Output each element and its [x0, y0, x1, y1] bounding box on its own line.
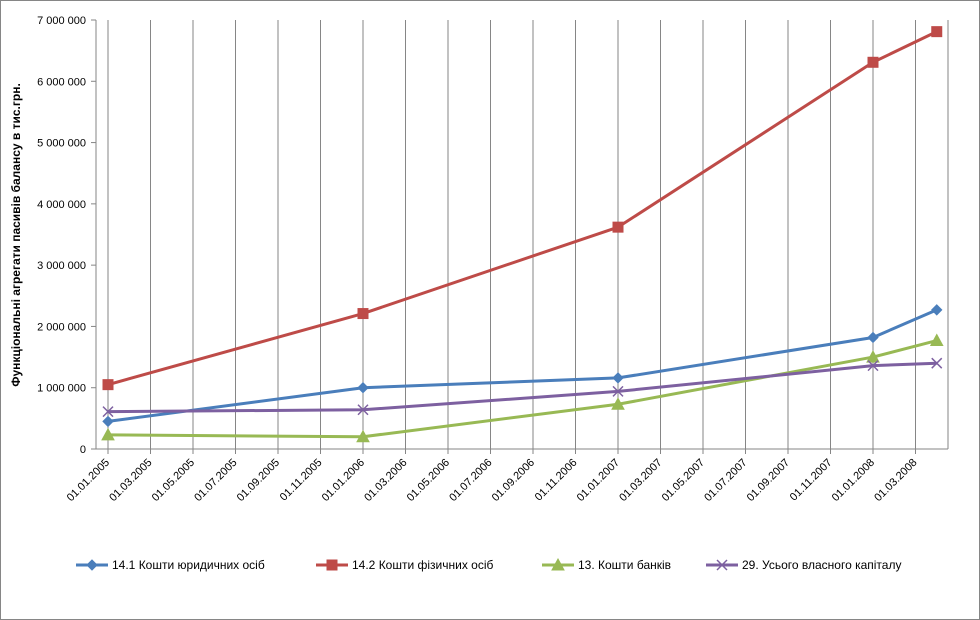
x-tick-label: 01.05.2005: [150, 457, 197, 504]
data-point-triangle: [866, 350, 880, 363]
legend-item: 13. Кошти банків: [542, 557, 671, 572]
y-tick-label: 1 000 000: [37, 383, 86, 395]
data-point-diamond: [867, 331, 879, 344]
series-markers: [101, 26, 944, 443]
data-point-x: [867, 360, 879, 372]
data-point-triangle: [356, 429, 370, 443]
x-tick-label: 01.03.2007: [617, 457, 664, 504]
legend-item: 14.2 Кошти фізичних осіб: [316, 558, 494, 572]
data-point-square: [357, 308, 369, 320]
x-tick-label: 01.01.2006: [320, 457, 367, 504]
data-point-triangle: [611, 397, 625, 410]
legend-item: 29. Усього власного капіталу: [706, 558, 901, 572]
data-point-diamond: [86, 559, 98, 571]
data-point-x: [612, 385, 624, 397]
data-point-square: [326, 559, 338, 571]
x-stroke: [931, 357, 943, 369]
x-tick-label: 01.01.2008: [830, 457, 877, 504]
x-tick-label: 01.01.2005: [65, 457, 112, 504]
legend-label: 13. Кошти банків: [578, 558, 671, 572]
axes: [91, 19, 948, 454]
data-point-square: [102, 379, 114, 391]
y-tick-label: 3 000 000: [37, 260, 86, 272]
x-tick-label: 01.05.2006: [405, 457, 452, 504]
x-tick-label: 01.11.2006: [533, 457, 580, 504]
x-stroke: [867, 360, 879, 372]
data-point-diamond: [102, 415, 114, 428]
x-tick-label: 01.11.2007: [788, 457, 835, 504]
x-tick-labels: 01.01.200501.03.200501.05.200501.07.2005…: [65, 457, 920, 504]
y-tick-label: 6 000 000: [37, 76, 86, 88]
x-tick-label: 01.03.2006: [362, 457, 409, 504]
series-lines: [107, 30, 938, 439]
data-point-square: [931, 26, 943, 38]
x-tick-label: 01.09.2006: [490, 457, 537, 504]
x-tick-label: 01.07.2007: [702, 457, 749, 504]
data-point-x: [931, 357, 943, 369]
series-line: [107, 308, 938, 423]
y-tick-label: 4 000 000: [37, 199, 86, 211]
data-point-diamond: [612, 372, 624, 384]
x-tick-label: 01.03.2008: [872, 457, 919, 504]
data-point-square: [867, 56, 879, 68]
series-line: [107, 339, 938, 439]
x-stroke: [102, 406, 114, 418]
data-point-triangle: [551, 557, 565, 571]
data-point-diamond: [357, 382, 369, 394]
series-line: [107, 30, 938, 387]
x-tick-label: 01.03.2005: [107, 457, 154, 504]
legend: 14.1 Кошти юридичних осіб 14.2 Кошти фізи…: [76, 557, 901, 572]
x-tick-label: 01.09.2007: [745, 457, 792, 504]
y-tick-label: 0: [80, 444, 86, 456]
x-tick-label: 01.09.2005: [235, 457, 282, 504]
y-tick-labels: 0 1 000 000 2 000 000 3 000 000 4 000 000 5 0…: [37, 15, 86, 456]
y-tick-label: 2 000 000: [37, 321, 86, 333]
data-point-diamond: [931, 304, 943, 316]
data-point-square: [612, 221, 624, 233]
legend-label: 29. Усього власного капіталу: [742, 558, 901, 572]
x-stroke: [357, 404, 369, 416]
y-axis-label: Функціональні агрегати пасивів балансу в…: [9, 83, 23, 387]
x-tick-label: 01.07.2005: [192, 457, 239, 504]
y-tick-label: 5 000 000: [37, 138, 86, 150]
x-stroke: [716, 559, 728, 571]
data-point-x: [102, 406, 114, 418]
data-point-triangle: [929, 333, 944, 347]
x-tick-label: 01.01.2007: [575, 457, 622, 504]
data-point-x: [716, 559, 728, 571]
legend-label: 14.1 Кошти юридичних осіб: [112, 558, 265, 572]
y-tick-label: 7 000 000: [37, 15, 86, 27]
x-tick-label: 01.05.2007: [660, 457, 707, 504]
x-stroke: [612, 385, 624, 397]
gridlines: [107, 20, 949, 449]
legend-label: 14.2 Кошти фізичних осіб: [352, 558, 494, 572]
data-point-triangle: [101, 427, 115, 441]
legend-item: 14.1 Кошти юридичних осіб: [76, 558, 265, 572]
data-point-x: [357, 404, 369, 416]
x-tick-label: 01.11.2005: [278, 457, 325, 504]
x-tick-label: 01.07.2006: [447, 457, 494, 504]
